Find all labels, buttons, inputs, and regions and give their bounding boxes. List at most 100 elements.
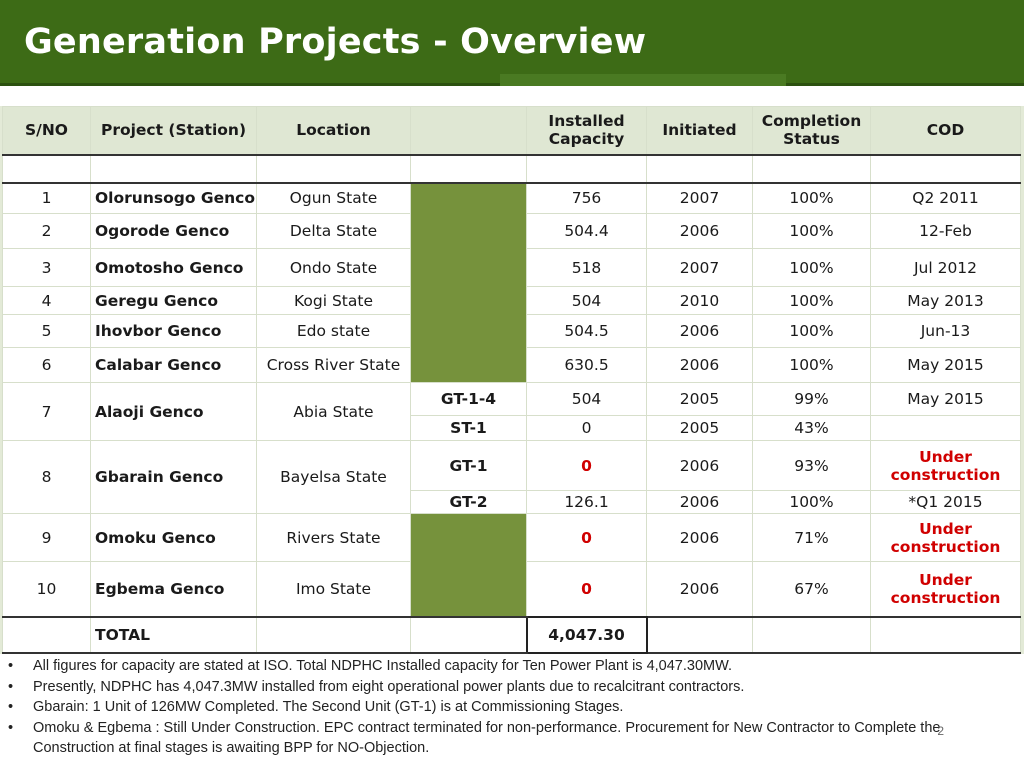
table-row: 6 Calabar Genco Cross River State 630.5 … bbox=[2, 347, 1021, 383]
table-row: 4 Geregu Genco Kogi State 504 2010 100% … bbox=[2, 286, 1021, 315]
title-bar: Generation Projects - Overview bbox=[0, 0, 1024, 86]
row-sno: 4 bbox=[2, 286, 91, 315]
row-capacity: 504 bbox=[526, 286, 647, 315]
row-sno: 7 bbox=[2, 382, 91, 441]
row-initiated: 2006 bbox=[646, 561, 753, 617]
row-project: Egbema Genco bbox=[90, 561, 257, 617]
row-unit: ST-1 bbox=[410, 415, 527, 441]
list-item: • Omoku & Egbema : Still Under Constructi… bbox=[8, 718, 1013, 759]
row-project: Omotosho Genco bbox=[90, 248, 257, 287]
row-capacity: 0 bbox=[526, 561, 647, 617]
row-initiated: 2005 bbox=[646, 415, 753, 441]
row-completion: 100% bbox=[752, 213, 871, 249]
row-location: Imo State bbox=[256, 561, 411, 617]
row-location: Ondo State bbox=[256, 248, 411, 287]
header-initiated: Initiated bbox=[646, 106, 753, 156]
row-cod: Jul 2012 bbox=[870, 248, 1021, 287]
row-sno: 8 bbox=[2, 440, 91, 514]
note-text: Presently, NDPHC has 4,047.3MW installed… bbox=[33, 678, 745, 695]
row-unit: GT-1-4 bbox=[410, 382, 527, 416]
header-cod: COD bbox=[870, 106, 1021, 156]
unit-cell-placeholder bbox=[410, 182, 527, 383]
row-cod: Jun-13 bbox=[870, 314, 1021, 348]
row-initiated: 2010 bbox=[646, 286, 753, 315]
table-row: 1 Olorunsogo Genco Ogun State 756 2007 1… bbox=[2, 182, 1021, 383]
row-completion: 100% bbox=[752, 182, 871, 214]
unit-cell-placeholder bbox=[410, 513, 527, 617]
row-sno: 9 bbox=[2, 513, 91, 562]
row-sno: 10 bbox=[2, 561, 91, 617]
row-capacity: 504 bbox=[526, 382, 647, 416]
row-location: Rivers State bbox=[256, 513, 411, 562]
table-row: 5 Ihovbor Genco Edo state 504.5 2006 100… bbox=[2, 314, 1021, 348]
table-row: 8 Gbarain Genco Bayelsa State GT-1 0 200… bbox=[2, 440, 1021, 514]
bullet-icon: • bbox=[8, 719, 14, 736]
total-row: TOTAL 4,047.30 bbox=[2, 615, 1021, 654]
row-completion: 100% bbox=[752, 314, 871, 348]
row-cod: Under construction bbox=[870, 561, 1021, 617]
row-location: Ogun State bbox=[256, 182, 411, 214]
row-capacity: 756 bbox=[526, 182, 647, 214]
row-cod: May 2015 bbox=[870, 382, 1021, 416]
row-project: Olorunsogo Genco bbox=[90, 182, 257, 214]
row-location: Edo state bbox=[256, 314, 411, 348]
row-project: Ogorode Genco bbox=[90, 213, 257, 249]
row-sno: 6 bbox=[2, 347, 91, 383]
note-text: Gbarain: 1 Unit of 126MW Completed. The … bbox=[33, 699, 624, 715]
row-unit: GT-1 bbox=[410, 440, 527, 491]
row-project: Omoku Genco bbox=[90, 513, 257, 562]
row-completion: 100% bbox=[752, 347, 871, 383]
title-bar-tab-decoration bbox=[500, 74, 786, 86]
row-location: Delta State bbox=[256, 213, 411, 249]
row-initiated: 2006 bbox=[646, 513, 753, 562]
row-initiated: 2007 bbox=[646, 248, 753, 287]
row-cod: Under construction bbox=[870, 440, 1021, 491]
row-cod: May 2013 bbox=[870, 286, 1021, 315]
row-location: Kogi State bbox=[256, 286, 411, 315]
table-frame: S/NO Project (Station) Location Installe… bbox=[0, 106, 1024, 654]
note-text: All figures for capacity are stated at I… bbox=[33, 658, 733, 674]
row-capacity: 630.5 bbox=[526, 347, 647, 383]
row-initiated: 2006 bbox=[646, 314, 753, 348]
row-location: Cross River State bbox=[256, 347, 411, 383]
row-unit: GT-2 bbox=[410, 490, 527, 514]
row-capacity: 126.1 bbox=[526, 490, 647, 514]
note-text: Omoku & Egbema : Still Under Constructio… bbox=[33, 719, 941, 757]
header-location: Location bbox=[256, 106, 411, 156]
header-capacity: Installed Capacity bbox=[526, 106, 647, 156]
row-location: Abia State bbox=[256, 382, 411, 441]
table-row: 3 Omotosho Genco Ondo State 518 2007 100… bbox=[2, 248, 1021, 287]
row-completion: 71% bbox=[752, 513, 871, 562]
row-completion: 43% bbox=[752, 415, 871, 441]
row-initiated: 2005 bbox=[646, 382, 753, 416]
row-completion: 99% bbox=[752, 382, 871, 416]
row-cod: Q2 2011 bbox=[870, 182, 1021, 214]
row-cod: *Q1 2015 bbox=[870, 490, 1021, 514]
footnotes: • All figures for capacity are stated at … bbox=[8, 656, 1013, 759]
row-project: Ihovbor Genco bbox=[90, 314, 257, 348]
table-row: 9 Omoku Genco Rivers State 0 2006 71% Un… bbox=[2, 513, 1021, 617]
bullet-icon: • bbox=[8, 678, 14, 695]
row-sno: 2 bbox=[2, 213, 91, 249]
row-cod: May 2015 bbox=[870, 347, 1021, 383]
total-capacity: 4,047.30 bbox=[525, 615, 648, 654]
row-capacity: 504.4 bbox=[526, 213, 647, 249]
row-sno: 5 bbox=[2, 314, 91, 348]
row-completion: 100% bbox=[752, 248, 871, 287]
row-cod: 12-Feb bbox=[870, 213, 1021, 249]
table-row: 10 Egbema Genco Imo State 0 2006 67% Und… bbox=[2, 561, 1021, 617]
table-row: ST-1 0 2005 43% bbox=[3, 415, 1021, 441]
table-row: 2 Ogorode Genco Delta State 504.4 2006 1… bbox=[2, 213, 1021, 249]
table-row: 7 Alaoji Genco Abia State GT-1-4 504 200… bbox=[2, 382, 1021, 441]
row-cod bbox=[870, 415, 1021, 441]
row-cod: Under construction bbox=[870, 513, 1021, 562]
row-completion: 93% bbox=[752, 440, 871, 491]
page-number: 2 bbox=[937, 724, 944, 738]
row-capacity: 0 bbox=[526, 440, 647, 491]
row-initiated: 2006 bbox=[646, 440, 753, 491]
generation-projects-table: S/NO Project (Station) Location Installe… bbox=[2, 106, 1021, 654]
row-initiated: 2006 bbox=[646, 213, 753, 249]
row-initiated: 2006 bbox=[646, 347, 753, 383]
row-project: Alaoji Genco bbox=[90, 382, 257, 441]
row-completion: 67% bbox=[752, 561, 871, 617]
